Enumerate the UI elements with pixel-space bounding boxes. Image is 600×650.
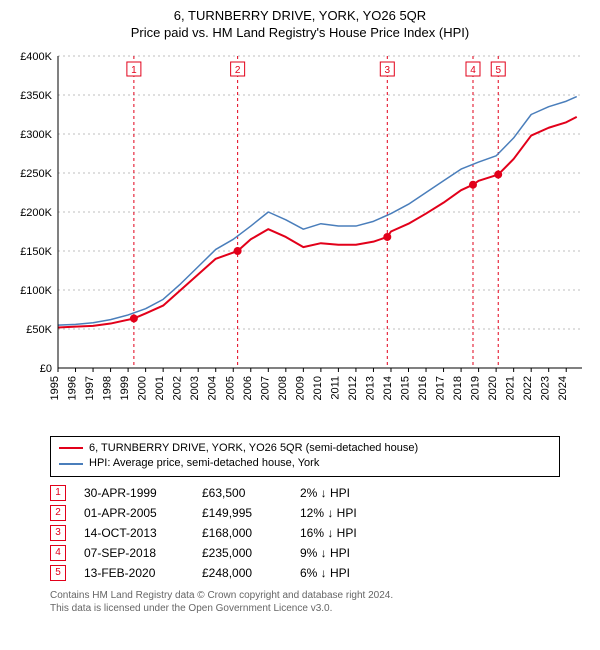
transaction-marker: 5: [50, 565, 66, 581]
svg-text:2013: 2013: [364, 376, 376, 400]
svg-text:2000: 2000: [137, 376, 149, 400]
svg-text:2011: 2011: [329, 376, 341, 400]
legend-item: 6, TURNBERRY DRIVE, YORK, YO26 5QR (semi…: [59, 441, 551, 456]
svg-text:2014: 2014: [382, 376, 394, 400]
svg-text:5: 5: [495, 65, 501, 76]
svg-text:2015: 2015: [400, 376, 412, 400]
transaction-price: £235,000: [202, 546, 282, 560]
transaction-marker: 4: [50, 545, 66, 561]
transaction-price: £149,995: [202, 506, 282, 520]
svg-text:1998: 1998: [102, 376, 114, 400]
svg-text:2017: 2017: [435, 376, 447, 400]
svg-text:2018: 2018: [452, 376, 464, 400]
legend-item: HPI: Average price, semi-detached house,…: [59, 456, 551, 471]
price-chart: £0 £50K £100K £150K £200K £250K £300K £350K £400…: [10, 48, 590, 428]
svg-text:£200K: £200K: [20, 207, 52, 219]
transaction-row: 1 30-APR-1999 £63,500 2% ↓ HPI: [50, 483, 560, 503]
svg-text:2010: 2010: [312, 376, 324, 400]
svg-text:£150K: £150K: [20, 246, 52, 258]
transaction-date: 14-OCT-2013: [84, 526, 184, 540]
svg-text:2007: 2007: [259, 376, 271, 400]
svg-text:2021: 2021: [505, 376, 517, 400]
svg-text:£350K: £350K: [20, 90, 52, 102]
svg-text:2023: 2023: [540, 376, 552, 400]
svg-text:£400K: £400K: [20, 51, 52, 63]
chart-area: £0 £50K £100K £150K £200K £250K £300K £350K £400…: [10, 48, 590, 428]
transaction-row: 5 13-FEB-2020 £248,000 6% ↓ HPI: [50, 563, 560, 583]
svg-text:2012: 2012: [347, 376, 359, 400]
svg-text:2006: 2006: [242, 376, 254, 400]
transaction-date: 13-FEB-2020: [84, 566, 184, 580]
footnote: Contains HM Land Registry data © Crown c…: [50, 589, 560, 615]
transaction-price: £168,000: [202, 526, 282, 540]
transaction-price: £63,500: [202, 486, 282, 500]
transaction-delta: 2% ↓ HPI: [300, 486, 390, 500]
svg-text:2022: 2022: [522, 376, 534, 400]
svg-text:£100K: £100K: [20, 285, 52, 297]
svg-text:3: 3: [385, 65, 391, 76]
transaction-price: £248,000: [202, 566, 282, 580]
svg-text:2016: 2016: [417, 376, 429, 400]
svg-text:£300K: £300K: [20, 129, 52, 141]
legend-label: 6, TURNBERRY DRIVE, YORK, YO26 5QR (semi…: [89, 441, 418, 456]
transaction-delta: 9% ↓ HPI: [300, 546, 390, 560]
svg-text:2009: 2009: [294, 376, 306, 400]
svg-text:2001: 2001: [154, 376, 166, 400]
legend: 6, TURNBERRY DRIVE, YORK, YO26 5QR (semi…: [50, 436, 560, 477]
page: 6, TURNBERRY DRIVE, YORK, YO26 5QR Price…: [0, 0, 600, 650]
legend-label: HPI: Average price, semi-detached house,…: [89, 456, 319, 471]
svg-text:1999: 1999: [119, 376, 131, 400]
transaction-row: 4 07-SEP-2018 £235,000 9% ↓ HPI: [50, 543, 560, 563]
svg-text:£250K: £250K: [20, 168, 52, 180]
transaction-row: 2 01-APR-2005 £149,995 12% ↓ HPI: [50, 503, 560, 523]
svg-text:1997: 1997: [84, 376, 96, 400]
svg-text:2002: 2002: [172, 376, 184, 400]
footnote-line-1: Contains HM Land Registry data © Crown c…: [50, 590, 393, 601]
transaction-marker: 2: [50, 505, 66, 521]
svg-text:£50K: £50K: [26, 324, 52, 336]
svg-text:2005: 2005: [224, 376, 236, 400]
chart-title: 6, TURNBERRY DRIVE, YORK, YO26 5QR: [10, 8, 590, 25]
svg-text:2020: 2020: [487, 376, 499, 400]
svg-text:4: 4: [470, 65, 476, 76]
legend-swatch: [59, 463, 83, 465]
svg-text:2019: 2019: [470, 376, 482, 400]
legend-swatch: [59, 447, 83, 449]
transaction-delta: 12% ↓ HPI: [300, 506, 390, 520]
svg-text:2008: 2008: [277, 376, 289, 400]
svg-text:2: 2: [235, 65, 241, 76]
footnote-line-2: This data is licensed under the Open Gov…: [50, 603, 332, 614]
chart-subtitle: Price paid vs. HM Land Registry's House …: [10, 25, 590, 42]
svg-text:£0: £0: [40, 363, 52, 375]
svg-text:1995: 1995: [49, 376, 61, 400]
transaction-date: 07-SEP-2018: [84, 546, 184, 560]
transaction-date: 01-APR-2005: [84, 506, 184, 520]
svg-text:2004: 2004: [207, 376, 219, 400]
transaction-row: 3 14-OCT-2013 £168,000 16% ↓ HPI: [50, 523, 560, 543]
svg-text:1996: 1996: [67, 376, 79, 400]
transaction-date: 30-APR-1999: [84, 486, 184, 500]
transaction-delta: 16% ↓ HPI: [300, 526, 390, 540]
transaction-delta: 6% ↓ HPI: [300, 566, 390, 580]
transactions-table: 1 30-APR-1999 £63,500 2% ↓ HPI 2 01-APR-2005 £…: [50, 483, 560, 583]
svg-text:1: 1: [131, 65, 137, 76]
svg-text:2024: 2024: [557, 376, 569, 400]
svg-text:2003: 2003: [189, 376, 201, 400]
transaction-marker: 3: [50, 525, 66, 541]
transaction-marker: 1: [50, 485, 66, 501]
